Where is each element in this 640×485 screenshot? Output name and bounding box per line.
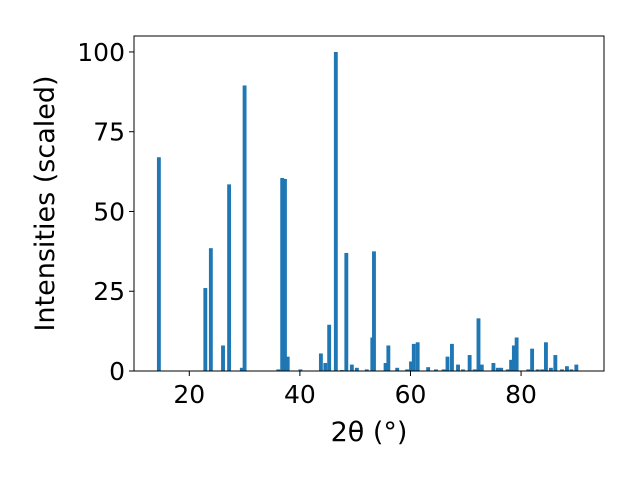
- x-tick-label: 40: [284, 380, 316, 409]
- bar: [354, 367, 359, 371]
- bar: [461, 369, 465, 371]
- bar: [535, 369, 540, 371]
- bar: [405, 369, 410, 371]
- bar: [323, 363, 328, 371]
- plot-area-frame: [133, 35, 605, 372]
- bar: [415, 342, 420, 371]
- bar: [285, 356, 290, 371]
- bar: [221, 345, 225, 371]
- y-tick-label: 75: [93, 118, 125, 147]
- y-tick-label: 50: [93, 197, 125, 226]
- bar: [364, 369, 369, 371]
- bar: [386, 345, 391, 371]
- bar: [156, 157, 161, 371]
- x-tick-label: 80: [505, 380, 537, 409]
- bar: [511, 345, 516, 371]
- y-axis-label: Intensities (scaled): [30, 75, 61, 331]
- bar: [491, 363, 496, 371]
- bar: [450, 343, 454, 371]
- bar: [409, 361, 413, 371]
- bar: [544, 342, 548, 371]
- bar: [349, 364, 354, 371]
- bar: [467, 355, 472, 371]
- bar: [495, 367, 500, 371]
- bar: [280, 177, 285, 371]
- y-tick-label: 0: [109, 357, 125, 386]
- bar: [553, 355, 558, 371]
- bar: [395, 367, 400, 371]
- bar: [472, 369, 477, 371]
- bar: [548, 367, 553, 371]
- x-axis-ticks: 20 40 60 80: [173, 371, 537, 409]
- y-tick-label: 100: [77, 38, 125, 67]
- bar: [499, 367, 504, 371]
- bar: [239, 367, 244, 371]
- bar: [530, 348, 535, 371]
- y-tick-label: 25: [93, 277, 125, 306]
- bar: [327, 324, 332, 371]
- x-tick-label: 60: [395, 380, 427, 409]
- bar: [426, 367, 431, 371]
- bar: [318, 353, 323, 371]
- bar: [505, 369, 510, 371]
- bar: [540, 369, 545, 371]
- x-tick-label: 20: [173, 380, 205, 409]
- bar: [298, 369, 303, 371]
- bar: [242, 85, 247, 371]
- bars-layer: [156, 51, 579, 371]
- bar: [411, 343, 416, 371]
- bar: [283, 178, 287, 371]
- bar: [514, 337, 519, 371]
- bar: [433, 369, 438, 371]
- bar: [383, 363, 388, 371]
- bar: [569, 369, 574, 371]
- bar: [509, 359, 514, 371]
- bar: [333, 51, 338, 371]
- bar: [445, 356, 450, 371]
- bar: [574, 364, 579, 371]
- bar: [227, 184, 232, 371]
- bar: [456, 364, 460, 371]
- bar: [208, 248, 213, 371]
- x-axis-label: 2θ (°): [331, 417, 408, 448]
- bar: [203, 288, 208, 371]
- y-axis-ticks: 0 25 50 75 100: [77, 38, 134, 386]
- bar: [441, 369, 446, 371]
- bar: [276, 369, 281, 371]
- bar: [526, 369, 531, 371]
- bar: [372, 251, 376, 371]
- bar: [476, 318, 481, 371]
- bar: [560, 369, 564, 371]
- bar: [479, 364, 484, 371]
- bar: [565, 366, 569, 371]
- bar: [344, 252, 349, 371]
